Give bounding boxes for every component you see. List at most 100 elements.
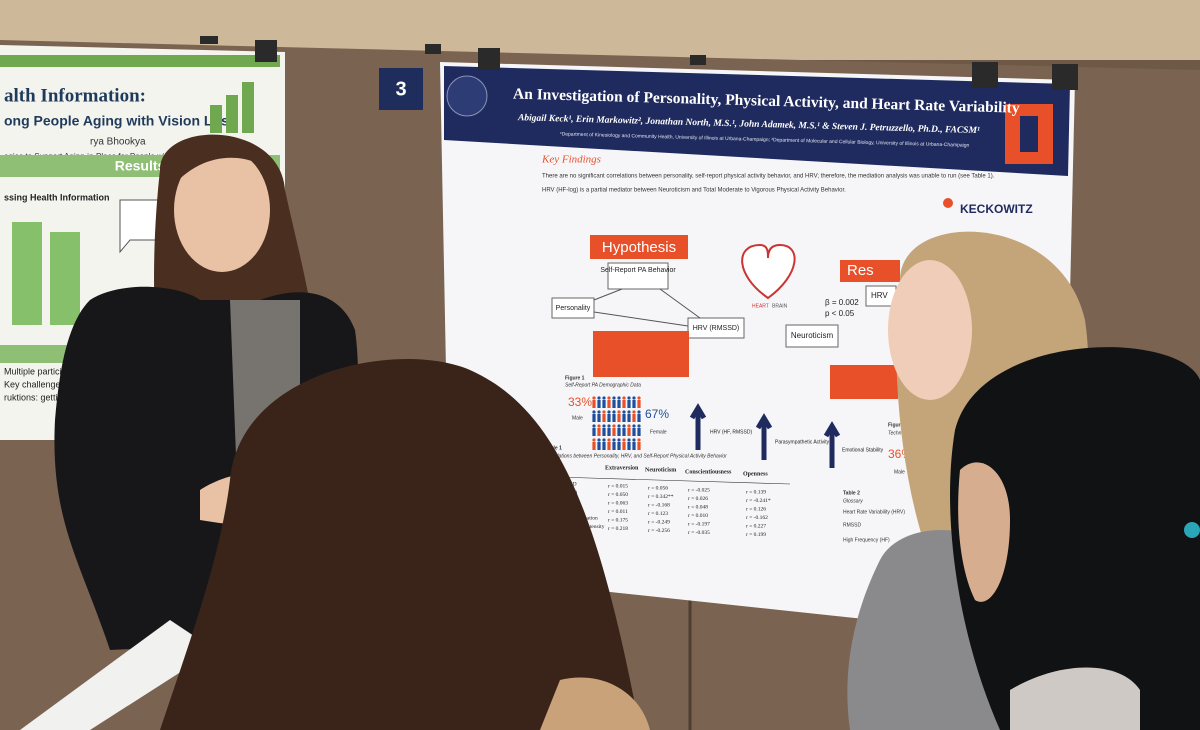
table-header: Conscientiousness: [685, 469, 732, 475]
person-icon-body: [612, 428, 616, 436]
table-cell: r = 0.050: [608, 492, 628, 498]
table-cell: r = -0.035: [688, 530, 710, 536]
hypothesis-predictor: Personality: [556, 305, 591, 312]
person-icon-head: [592, 438, 596, 442]
person-icon-body: [602, 428, 606, 436]
person-icon-head: [597, 438, 601, 442]
person-icon-body: [607, 400, 611, 408]
person-icon-head: [627, 396, 631, 400]
figure1-right-pct: 67%: [645, 407, 669, 421]
dark-collar: [1010, 667, 1140, 730]
person-icon-body: [602, 442, 606, 450]
person-icon-body: [617, 400, 621, 408]
person-icon-body: [592, 442, 596, 450]
person-icon-head: [592, 396, 596, 400]
clip: [972, 62, 998, 88]
left-title: alth Information:: [4, 85, 146, 106]
person-icon-body: [637, 442, 641, 450]
table-cell: r = 0.126: [746, 506, 766, 512]
person-icon-body: [597, 428, 601, 436]
person-icon-body: [597, 414, 601, 422]
person-icon-head: [607, 438, 611, 442]
table-cell: r = 0.175: [608, 517, 628, 523]
person-icon-body: [592, 400, 596, 408]
person-icon-head: [637, 424, 641, 428]
hypothesis-banner: [590, 235, 688, 259]
results-heading: Res: [847, 262, 874, 279]
person-icon-head: [617, 410, 621, 414]
person-icon-body: [597, 442, 601, 450]
table2-term: High Frequency (HF): [843, 537, 890, 543]
left-logo-bar: [226, 95, 238, 133]
person-icon-head: [627, 438, 631, 442]
table-cell: r = -0.025: [688, 487, 710, 493]
person-icon-body: [592, 414, 596, 422]
diagram-box: [607, 262, 669, 290]
chain-item: Parasympathetic Activity: [775, 439, 830, 445]
person-icon-body: [622, 400, 626, 408]
table-cell: r = -0.241*: [746, 498, 771, 504]
person-icon-head: [622, 424, 626, 428]
diagram-box: [551, 297, 595, 319]
person-icon-body: [607, 442, 611, 450]
person-icon-head: [602, 424, 606, 428]
table-cell: r = 0.048: [688, 504, 708, 510]
clip: [255, 40, 277, 62]
table-cell: r = 0.218: [608, 526, 628, 532]
diagram-box: [687, 317, 745, 339]
left-author: rya Bhookya: [90, 137, 146, 148]
key-findings: Key Findings: [541, 154, 601, 166]
dark-hair: [950, 347, 1200, 730]
person-icon-head: [602, 396, 606, 400]
person-icon-body: [612, 400, 616, 408]
person-icon-body: [632, 414, 636, 422]
person-icon-body: [637, 428, 641, 436]
left-logo-bar: [210, 105, 222, 133]
person-icon-body: [637, 400, 641, 408]
table-cell: r = 0.010: [688, 513, 708, 519]
heart-label: HEART: [752, 303, 769, 309]
up-arrow: [823, 421, 841, 468]
left-bar: [12, 222, 42, 325]
table-header: Neuroticism: [645, 467, 676, 473]
table-cell: r = -0.168: [648, 502, 670, 508]
illinois-logo-cut: [1020, 116, 1038, 152]
person-icon-head: [627, 424, 631, 428]
clip: [1052, 64, 1078, 90]
booth-number: 3: [395, 78, 406, 100]
diagram-box: [785, 324, 839, 348]
hypothesis-heading: Hypothesis: [602, 239, 676, 256]
table-cell: r = 0.123: [648, 511, 668, 517]
table-header: Extraversion: [605, 465, 639, 471]
hypothesis-mediator: Self-Report PA Behavior: [600, 267, 676, 274]
attendee-foreground: [20, 359, 650, 730]
person-icon-head: [632, 438, 636, 442]
person-icon-head: [602, 438, 606, 442]
figure1-left-pct: 33%: [568, 395, 592, 409]
brain-label: BRAIN: [772, 303, 788, 309]
left-bar: [50, 232, 80, 325]
presenter-face: [174, 148, 270, 272]
brain-logo: [446, 75, 488, 117]
person-icon-body: [612, 442, 616, 450]
left-section: Results: [115, 158, 166, 174]
person-icon-body: [617, 428, 621, 436]
table2-title: Glossary: [843, 498, 863, 504]
finding: There are no significant correlations be…: [542, 174, 995, 180]
hypothesis-outcome: HRV (RMSSD): [693, 325, 740, 332]
person-icon-head: [612, 424, 616, 428]
table-cell: r = 0.015: [608, 483, 628, 489]
clip: [478, 48, 500, 70]
left-subtitle: ong People Aging with Vision Loss: [4, 113, 237, 129]
person-icon-head: [612, 438, 616, 442]
person-icon-body: [627, 400, 631, 408]
chain-item: Emotional Stability: [842, 447, 884, 453]
presenter-fringe: [170, 139, 275, 190]
person-icon-body: [622, 414, 626, 422]
person-icon-body: [602, 400, 606, 408]
foreground-coat: [540, 677, 650, 730]
left-bullet: Multiple participants: [4, 366, 84, 376]
table-cell: r = 0.199: [746, 532, 766, 538]
keckowitz-logo: KECKOWITZ: [960, 202, 1033, 216]
